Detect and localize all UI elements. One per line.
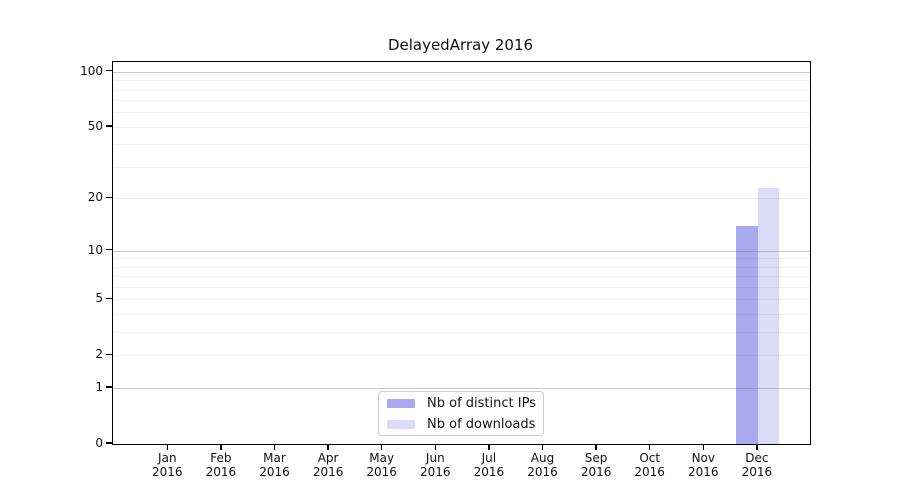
legend-label-downloads: Nb of downloads	[427, 416, 536, 432]
x-tick-mark	[648, 444, 651, 450]
x-tick-mark	[595, 444, 597, 450]
x-tick-label: Oct 2016	[634, 451, 665, 479]
x-tick-mark	[166, 444, 169, 450]
gridline-minor	[113, 314, 810, 316]
gridline-major	[113, 388, 810, 390]
x-tick-mark	[327, 444, 329, 450]
gridline-minor	[113, 332, 810, 334]
bar-distinct-ips	[736, 225, 758, 444]
y-tick-mark	[106, 297, 112, 300]
gridline-minor	[113, 89, 810, 91]
y-tick-label: 20	[87, 190, 103, 205]
x-tick-label: May 2016	[366, 451, 397, 479]
y-tick-mark	[106, 353, 112, 356]
x-tick-mark	[756, 444, 758, 450]
x-tick-label: Jul 2016	[473, 451, 505, 479]
y-tick-mark	[106, 69, 112, 72]
x-tick-label: Sep 2016	[580, 451, 612, 479]
distinct-ips-swatch-icon	[387, 398, 415, 408]
bar-downloads	[757, 187, 780, 444]
x-tick-label: Apr 2016	[312, 451, 344, 479]
gridline-minor	[113, 198, 810, 200]
legend: Nb of distinct IPs Nb of downloads	[378, 391, 544, 436]
x-tick-label: Aug 2016	[527, 451, 558, 479]
x-tick-label: Feb 2016	[205, 451, 237, 479]
y-tick-mark	[106, 125, 112, 127]
gridline-minor	[113, 144, 810, 146]
gridline-minor	[113, 276, 810, 278]
downloads-swatch-icon	[387, 419, 415, 429]
y-tick-label: 100	[80, 63, 103, 78]
legend-item-distinct-ips: Nb of distinct IPs	[387, 394, 536, 412]
gridline-minor	[113, 166, 810, 168]
x-tick-label: Jan 2016	[152, 451, 183, 479]
gridline-minor	[113, 266, 810, 268]
x-tick-mark	[488, 444, 490, 450]
y-tick-label: 50	[87, 118, 103, 133]
y-tick-label: 2	[95, 347, 103, 362]
x-tick-label: Dec 2016	[741, 451, 773, 479]
legend-label-distinct-ips: Nb of distinct IPs	[427, 395, 536, 411]
y-tick-mark	[106, 248, 112, 251]
y-tick-mark	[106, 196, 112, 199]
legend-item-downloads: Nb of downloads	[387, 415, 535, 433]
x-tick-mark	[380, 444, 383, 450]
gridline-minor	[113, 126, 810, 128]
x-tick-mark	[541, 444, 544, 450]
y-tick-label: 10	[87, 242, 103, 257]
chart-title: DelayedArray 2016	[387, 36, 534, 54]
x-tick-mark	[273, 444, 276, 450]
gridline-minor	[113, 100, 810, 102]
x-tick-label: Jun 2016	[420, 451, 451, 479]
x-tick-mark	[702, 444, 705, 450]
gridline-minor	[113, 287, 810, 289]
x-tick-label: Mar 2016	[259, 451, 290, 479]
y-tick-mark	[106, 386, 112, 388]
y-tick-label: 1	[95, 380, 103, 395]
gridline-minor	[113, 355, 810, 357]
x-tick-label: Nov 2016	[688, 451, 719, 479]
y-tick-label: 5	[95, 291, 103, 306]
gridline-minor	[113, 258, 810, 260]
gridline-major	[113, 71, 810, 73]
gridline-minor	[113, 80, 810, 82]
gridline-minor	[113, 299, 810, 301]
x-tick-mark	[434, 444, 437, 450]
x-tick-mark	[220, 444, 222, 450]
plot-area	[112, 61, 811, 445]
y-tick-label: 0	[95, 436, 103, 450]
gridline-minor	[113, 112, 810, 114]
gridline-major	[113, 250, 810, 252]
y-tick-mark	[106, 442, 112, 444]
